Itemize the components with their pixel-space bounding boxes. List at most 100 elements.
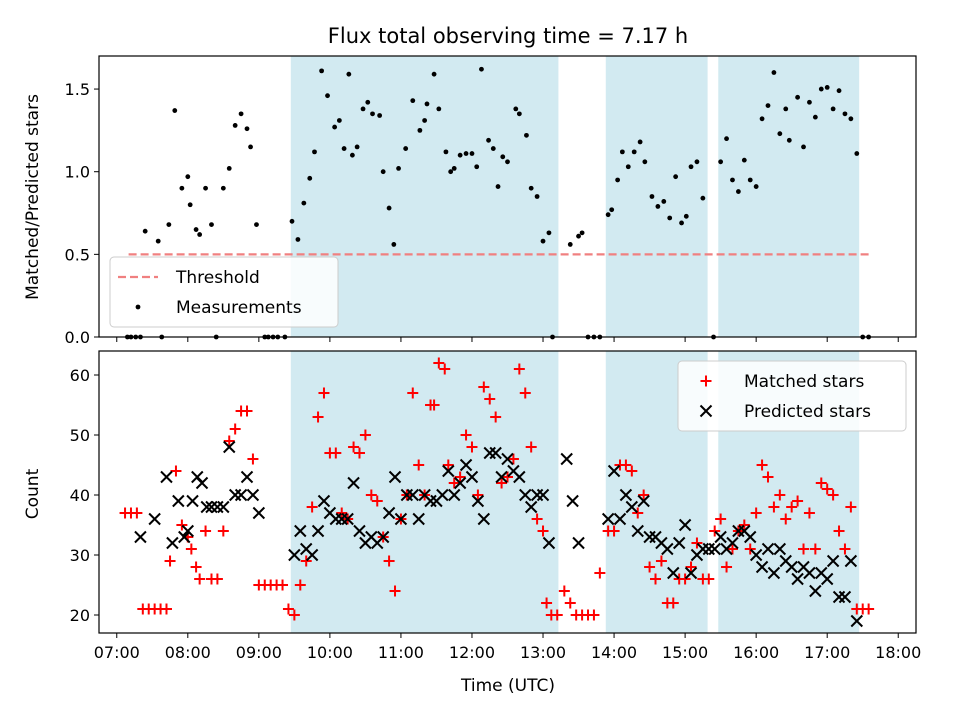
measurement-point: [818, 86, 824, 92]
measurement-point: [312, 149, 317, 155]
measurement-point: [688, 164, 694, 170]
measurement-point: [567, 242, 573, 247]
predicted-star-point: [637, 494, 650, 508]
predicted-star-point: [744, 530, 757, 544]
legend-measurement-handle: [135, 304, 141, 310]
measurement-point: [365, 99, 371, 105]
measurement-point: [166, 222, 172, 228]
matched-star-point: [484, 393, 496, 405]
measurement-point: [854, 151, 860, 156]
measurement-point: [500, 154, 506, 160]
measurement-point: [254, 222, 259, 228]
matched-star-point: [815, 477, 827, 489]
legend-label-predicted-stars: Predicted stars: [744, 402, 871, 422]
predicted-star-point: [513, 470, 526, 484]
matched-star-point: [768, 501, 780, 513]
matched-star-point: [709, 525, 721, 537]
matched-star-point: [703, 573, 715, 585]
matched-star-point: [803, 507, 815, 519]
observing-interval-band: [718, 56, 860, 337]
ratio-axes-frame: [98, 55, 917, 338]
predicted-star-point: [708, 542, 721, 556]
predicted-star-point: [761, 542, 775, 556]
measurement-point: [615, 177, 621, 183]
measurement-point: [486, 137, 491, 143]
predicted-star-point: [803, 566, 816, 580]
predicted-star-point: [613, 512, 627, 526]
x-tick-label: 15:00: [662, 643, 708, 662]
legend-label-measurements: Measurements: [176, 298, 302, 318]
predicted-star-point: [714, 530, 727, 544]
measurement-point: [226, 166, 232, 171]
predicted-star-point: [542, 536, 556, 550]
measurement-point: [679, 220, 684, 226]
measurement-point: [700, 195, 706, 201]
measurement-point: [807, 99, 812, 105]
matched-star-point: [247, 453, 259, 465]
measurement-point: [431, 71, 437, 77]
predicted-star-point: [684, 566, 698, 580]
measurement-point: [730, 177, 735, 183]
matched-star-point: [312, 411, 324, 423]
measurement-point: [301, 200, 307, 206]
count-panel: 20 30 40 50 60 07:00 08:00 09:00 10:00 11:00 12:0…: [23, 350, 921, 696]
x-tick-label: 08:00: [165, 643, 211, 662]
predicted-star-point: [607, 464, 621, 478]
measurement-point: [451, 166, 457, 171]
y-tick-label: 40: [70, 486, 90, 505]
matched-star-point: [502, 471, 513, 483]
predicted-star-point: [631, 524, 644, 538]
measurement-point: [463, 151, 469, 156]
matched-star-point: [217, 525, 229, 537]
matched-star-point: [306, 501, 318, 513]
measurement-point: [747, 177, 753, 183]
matched-star-point: [738, 519, 750, 531]
predicted-star-point: [382, 506, 396, 520]
measurement-point: [319, 68, 325, 74]
matched-star-point: [558, 585, 570, 597]
measurement-point: [436, 106, 442, 112]
matched-star-point: [164, 555, 176, 567]
matched-star-point: [541, 597, 553, 609]
matched-star-point: [798, 543, 810, 555]
measurement-point: [642, 159, 648, 165]
measurement-point: [605, 212, 611, 218]
matched-star-point: [792, 495, 804, 507]
matched-star-point: [433, 357, 445, 369]
measurement-point: [753, 184, 759, 189]
matched-star-point: [371, 495, 383, 507]
predicted-star-point: [240, 470, 254, 484]
predicted-star-point: [195, 476, 209, 490]
measurement-point: [786, 137, 792, 143]
matched-star-point: [780, 513, 792, 525]
count-x-ticks: 07:00 08:00 09:00 10:00 11:00 12:00 13:00 14:00…: [94, 633, 921, 662]
matched-star-point: [679, 573, 691, 585]
measurement-point: [694, 159, 700, 165]
measurement-point: [248, 144, 253, 150]
measurement-point: [332, 124, 338, 130]
predicted-star-point: [465, 470, 479, 484]
measurement-point: [377, 113, 383, 118]
predicted-star-point: [495, 470, 508, 484]
matched-star-point: [353, 447, 365, 459]
predicted-star-point: [726, 536, 739, 550]
matched-star-point: [330, 447, 342, 459]
x-tick-label: 18:00: [875, 643, 921, 662]
y-tick-label: 50: [70, 426, 90, 445]
measurement-point: [765, 103, 771, 108]
measurement-point: [759, 116, 765, 122]
measurement-point: [370, 111, 375, 117]
y-tick-label: 0.0: [65, 328, 90, 347]
matched-star-point: [442, 459, 454, 471]
measurement-point: [625, 164, 631, 170]
count-points: [119, 357, 875, 628]
count-legend: Matched stars Predicted stars: [677, 360, 907, 432]
predicted-star-point: [661, 542, 674, 556]
matched-star-point: [756, 459, 768, 471]
measurement-point: [232, 123, 238, 128]
matched-star-point: [685, 561, 697, 573]
matched-star-point: [300, 555, 312, 567]
measurement-point: [513, 106, 519, 112]
predicted-star-point: [791, 572, 804, 586]
predicted-star-point: [200, 500, 213, 514]
